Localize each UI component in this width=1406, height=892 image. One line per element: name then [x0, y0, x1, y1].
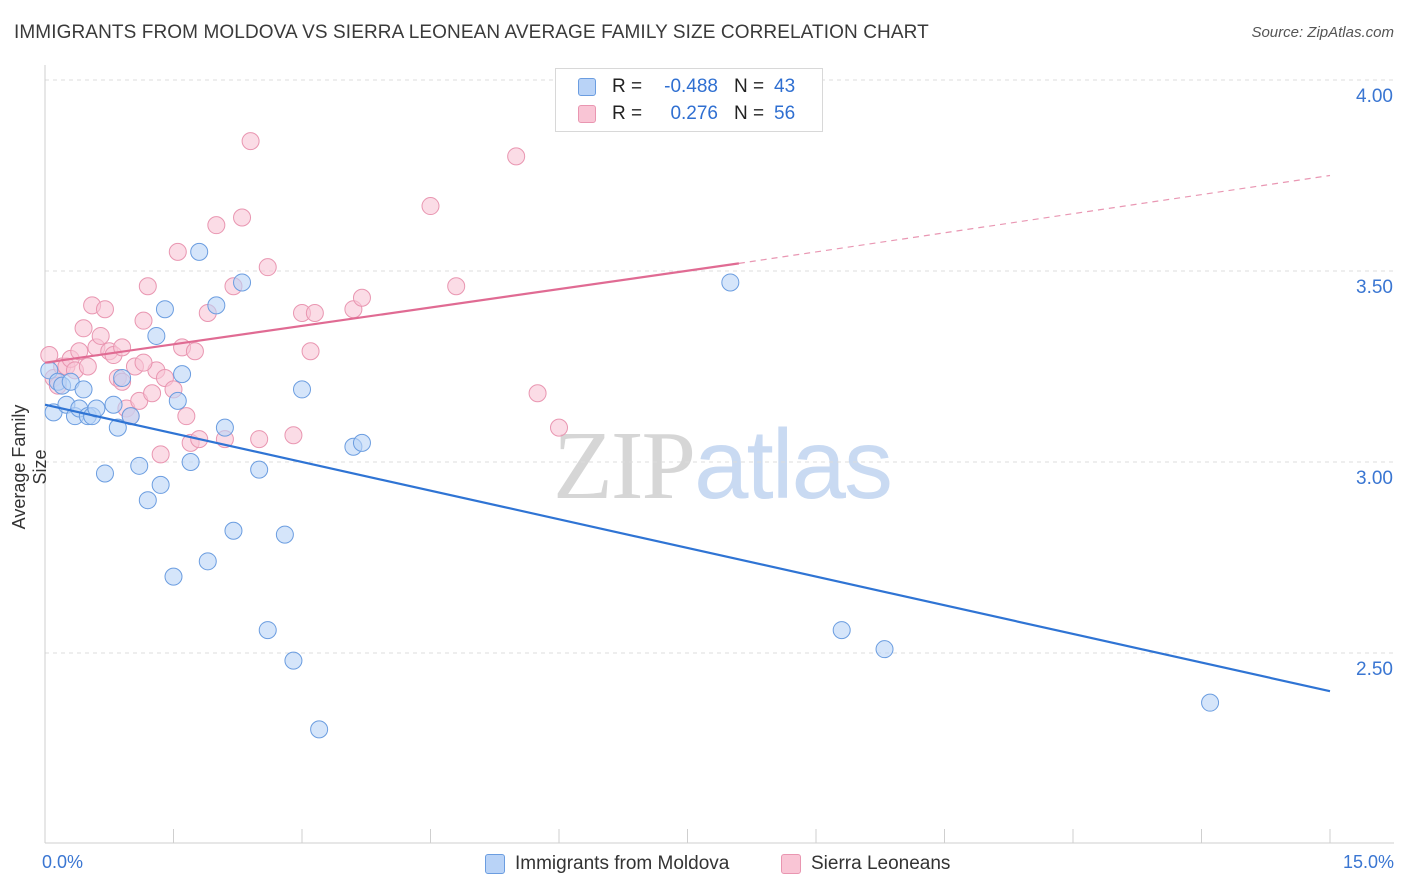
moldova-point — [198, 552, 217, 571]
moldova-point — [104, 395, 123, 414]
moldova-point — [258, 621, 277, 640]
sierra-leone-point — [138, 277, 157, 296]
sierra-leone-point — [143, 384, 162, 403]
bottom-legend-moldova: Immigrants from Moldova — [485, 851, 729, 877]
moldova-point — [138, 491, 157, 510]
moldova-point — [1201, 693, 1220, 712]
bottom-legend-label: Sierra Leoneans — [811, 853, 951, 874]
moldova-point — [875, 640, 894, 659]
moldova-point — [721, 273, 740, 292]
y-tick-label: 2.50 — [1356, 659, 1393, 680]
sierra-leone-point — [134, 311, 153, 330]
moldova-point — [151, 475, 170, 494]
moldova-point — [190, 242, 209, 261]
legend-r-label: R = — [612, 76, 643, 97]
sierra-leone-point — [70, 342, 89, 361]
source-label: Source: ZipAtlas.com — [1251, 24, 1394, 41]
moldova-point — [275, 525, 294, 544]
moldova-point — [284, 651, 303, 670]
sierra-leone-point — [185, 342, 204, 361]
watermark-zip: ZIP — [553, 412, 696, 520]
watermark: ZIPatlas — [553, 408, 893, 522]
sierra-leone-point — [168, 242, 187, 261]
watermark-atlas: atlas — [694, 409, 893, 519]
x-tick-label-min: 0.0% — [42, 852, 84, 872]
moldova-point — [173, 365, 192, 384]
moldova-point — [113, 368, 132, 387]
sierra-leone-point — [421, 197, 440, 216]
sierra-leone-point — [301, 342, 320, 361]
moldova-point — [168, 391, 187, 410]
moldova-point — [130, 456, 149, 475]
legend-row-sierra-leone: R = 0.276 N = 56 — [578, 101, 795, 127]
sierra-leone-point — [177, 407, 196, 426]
sierra-leone-point — [528, 384, 547, 403]
legend-row-moldova: R = -0.488 N = 43 — [578, 74, 795, 100]
sierra-leone-point — [507, 147, 526, 166]
sierra-leone-point — [151, 445, 170, 464]
sierra-leone-point — [352, 288, 371, 307]
bottom-legend-sierra-leone: Sierra Leoneans — [781, 851, 950, 877]
x-tick-label-max: 15.0% — [1342, 852, 1394, 872]
moldova-point — [155, 300, 174, 319]
sierra-leone-point — [305, 304, 324, 323]
moldova-point — [352, 433, 371, 452]
sierra-leone-point — [550, 418, 568, 437]
moldova-point — [147, 326, 166, 345]
correlation-legend: R = -0.488 N = 43 R = 0.276 N = 56 — [555, 68, 823, 132]
sierra-leone-point — [241, 132, 260, 151]
moldova-point — [224, 521, 243, 540]
legend-n-label: N = — [734, 103, 765, 124]
legend-swatch-pink — [578, 105, 596, 123]
sierra-leone-trend-line-extension — [738, 174, 1331, 264]
legend-r-label: R = — [612, 103, 643, 124]
legend-n-label: N = — [734, 76, 765, 97]
moldova-point — [293, 380, 311, 399]
legend-n-value: 56 — [774, 103, 796, 124]
bottom-legend-swatch-blue — [485, 854, 505, 874]
bottom-legend-swatch-pink — [781, 854, 801, 874]
sierra-leone-point — [207, 216, 226, 235]
bottom-legend-label: Immigrants from Moldova — [515, 853, 730, 874]
moldova-point — [207, 296, 226, 315]
moldova-point — [95, 464, 114, 483]
moldova-point — [181, 453, 200, 471]
sierra-leone-point — [447, 277, 466, 296]
moldova-point — [74, 380, 93, 399]
moldova-point — [164, 567, 183, 586]
sierra-leone-point — [134, 353, 153, 372]
sierra-leone-point — [250, 430, 269, 449]
sierra-leone-point — [78, 357, 97, 376]
legend-n-value: 43 — [774, 76, 796, 97]
legend-swatch-blue — [578, 78, 596, 96]
legend-r-value: -0.488 — [664, 76, 718, 97]
sierra-leone-point — [284, 426, 303, 445]
sierra-leone-point — [233, 208, 252, 227]
y-tick-label: 4.00 — [1356, 86, 1393, 107]
moldova-trend-line — [44, 403, 1331, 693]
chart-title: IMMIGRANTS FROM MOLDOVA VS SIERRA LEONEA… — [14, 22, 929, 43]
moldova-point — [215, 418, 234, 437]
moldova-point — [310, 720, 329, 739]
moldova-point — [832, 621, 851, 640]
sierra-leone-trend-line — [44, 262, 740, 364]
sierra-leone-point — [258, 258, 277, 277]
y-tick-label: 3.50 — [1356, 277, 1393, 298]
moldova-point — [233, 273, 252, 292]
moldova-point — [250, 460, 269, 479]
sierra-leone-point — [91, 326, 110, 345]
moldova-point — [108, 418, 127, 437]
y-tick-label: 3.00 — [1356, 468, 1393, 489]
sierra-leone-point — [95, 300, 114, 319]
legend-r-value: 0.276 — [670, 103, 718, 124]
sierra-leone-point — [74, 319, 93, 338]
y-axis-label: Average Family Size — [9, 404, 50, 530]
